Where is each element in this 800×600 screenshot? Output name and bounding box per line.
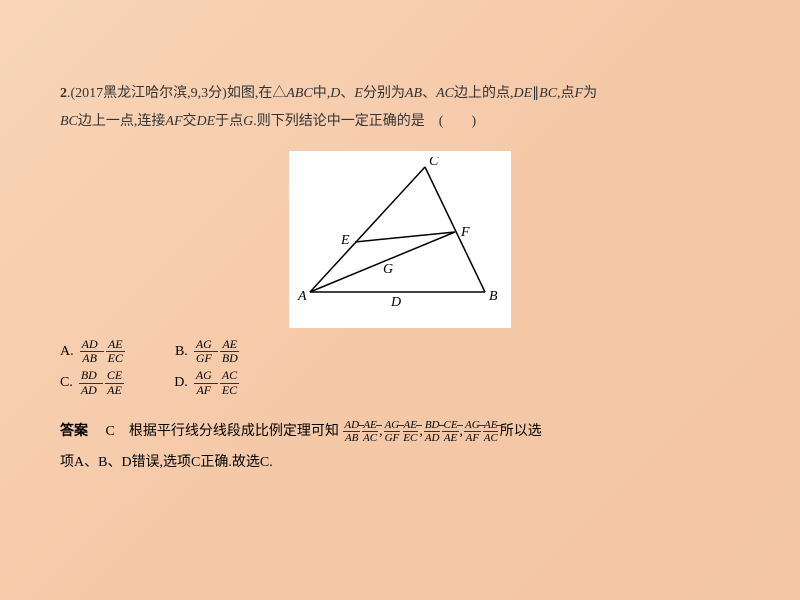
option-a-label: A.: [60, 339, 74, 364]
svg-text:E: E: [340, 233, 350, 248]
svg-text:B: B: [489, 289, 498, 304]
l2h: .则下列结论中一定正确的是 ( ): [253, 114, 476, 129]
l2f: 于点: [215, 114, 243, 129]
m7: ,点: [557, 86, 575, 101]
t5: AC: [436, 86, 454, 101]
m8: 为: [583, 86, 597, 101]
t4: AB: [405, 86, 422, 101]
svg-text:C: C: [429, 157, 439, 169]
svg-text:D: D: [390, 295, 401, 310]
options: A. ADAB AEEC B. AGGF AEBD C. BDAD CEAE D…: [60, 338, 740, 397]
answer-block: 答案 C 根据平行线分线段成比例定理可知 ADABAEAC,AGGFAEEC,B…: [60, 417, 740, 479]
option-d: D. AGAF ACEC: [174, 369, 239, 396]
l2c: AF: [165, 114, 182, 129]
option-b: B. AGGF AEBD: [175, 338, 240, 365]
m1: 中,: [313, 86, 331, 101]
option-c: C. BDAD CEAE: [60, 369, 124, 396]
t1: ABC: [286, 86, 312, 101]
answer-text2: 项A、B、D错误,选项C正确.故选C.: [60, 455, 273, 470]
answer-label: 答案: [60, 424, 88, 439]
l2g: G: [243, 114, 253, 129]
t8: F: [575, 86, 584, 101]
t2: D: [330, 86, 340, 101]
t6: DE: [513, 86, 532, 101]
svg-text:A: A: [297, 289, 307, 304]
svg-text:G: G: [383, 262, 393, 277]
answer-text1: 根据平行线分线段成比例定理可知: [115, 424, 339, 439]
problem-source: .(2017黑龙江哈尔滨,9,3分)如图,在△: [67, 86, 286, 101]
option-b-label: B.: [175, 339, 188, 364]
svg-text:F: F: [460, 225, 470, 240]
l2d: 交: [183, 114, 197, 129]
option-c-label: C.: [60, 370, 73, 395]
m4: 、: [422, 86, 436, 101]
t7: BC: [539, 86, 557, 101]
l2b: 边上一点,连接: [78, 114, 166, 129]
m5: 边上的点,: [454, 86, 514, 101]
t3: E: [354, 86, 363, 101]
option-a: A. ADAB AEEC: [60, 338, 125, 365]
m2: 、: [340, 86, 354, 101]
option-d-label: D.: [174, 370, 188, 395]
answer-choice: [92, 424, 106, 439]
l2a: BC: [60, 114, 78, 129]
l2e: DE: [197, 114, 216, 129]
geometry-figure: A B C D E F G: [289, 151, 511, 328]
problem-number: 2: [60, 86, 67, 101]
m3: 分别为: [363, 86, 405, 101]
